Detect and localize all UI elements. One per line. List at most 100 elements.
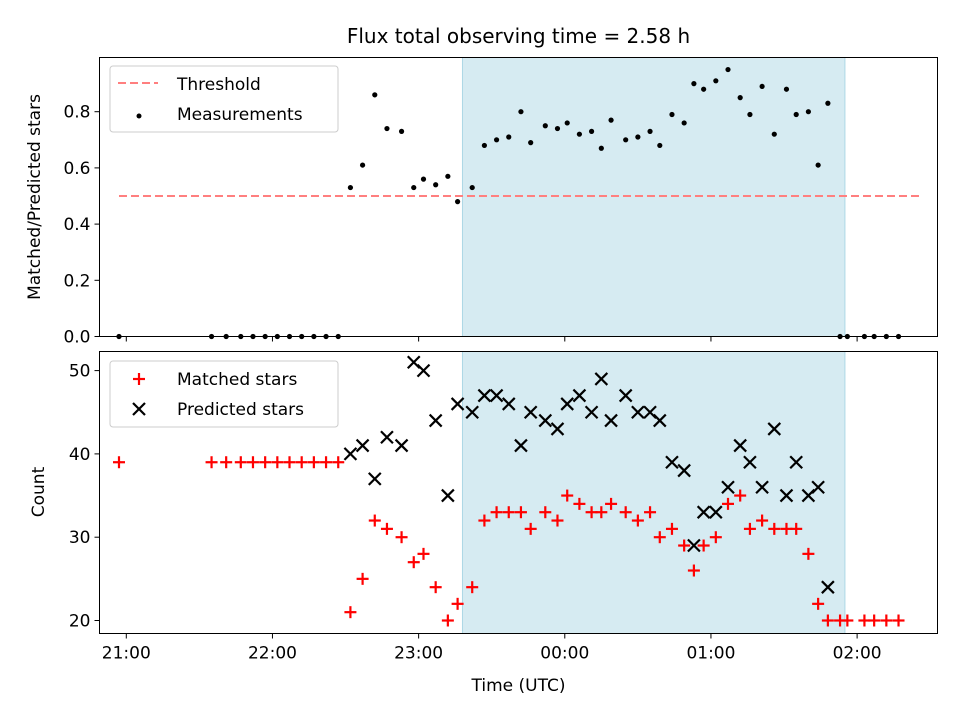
measurement-point [771,131,777,137]
matched-star-marker [756,514,769,527]
matched-star-marker [524,522,537,535]
measurement-point [506,134,512,140]
measurement-point [359,162,366,168]
legend-bottom: Matched stars Predicted stars [109,360,339,428]
predicted-star-marker [584,405,599,420]
predicted-star-marker [618,388,633,403]
measurement-point [815,162,821,168]
predicted-star-marker [721,480,735,494]
matched-star-marker [320,456,333,469]
matched-star-marker [868,614,881,627]
measurement-point [398,128,405,134]
matched-star-marker [561,489,574,502]
measurement-point [588,128,595,134]
matched-star-marker [220,456,233,469]
matched-star-marker [478,514,491,527]
matched-star-marker [490,506,503,519]
measurement-point [420,176,427,182]
measurement-point [701,86,707,92]
measurement-point [713,78,719,84]
predicted-star-marker [696,505,711,519]
x-tick-label: 21:00 [102,644,151,664]
predicted-star-marker [733,438,747,453]
measurement-point [372,92,378,98]
predicted-star-marker [665,455,679,470]
matched-star-marker [631,514,644,527]
measurement-point [469,184,475,191]
measurement-point [445,173,451,179]
matched-star-marker [812,597,825,610]
matched-star-marker [417,547,430,560]
matched-star-marker [734,489,747,502]
predicted-star-marker [811,480,825,494]
matched-star-marker [653,531,666,544]
matched-star-marker [441,614,454,627]
matched-star-marker [368,514,381,527]
predicted-star-marker [631,405,645,420]
y-tick-label-top: 0.4 [63,215,90,235]
matched-star-marker [573,497,586,510]
y-axis-label-top: Matched/Predicted stars [25,94,45,300]
measurement-point [657,142,663,149]
predicted-star-marker [560,397,574,411]
measurement-point [576,131,583,137]
matched-star-marker [539,506,552,519]
measurement-point [528,140,534,146]
y-tick-label-top: 0.0 [63,328,90,348]
matched-star-marker [665,522,678,535]
measurement-point [481,142,487,149]
measurement-point [433,182,439,188]
predicted-star-marker [514,438,528,453]
matched-star-marker [697,539,710,552]
measurement-point [647,128,653,134]
predicted-star-marker [743,455,757,470]
measurement-point [493,137,500,143]
predicted-star-marker [687,538,701,553]
legend-predicted-marker [132,402,146,416]
measurement-point [793,111,799,118]
measurement-point [725,66,731,73]
legend-measurements-marker [136,113,142,119]
matched-star-marker [687,564,700,577]
matched-star-marker [841,614,854,627]
predicted-star-marker [465,405,479,420]
matched-star-marker [802,547,815,560]
matched-star-marker [356,572,369,585]
measurement-point [518,109,524,115]
y-tick-label-bottom: 40 [69,445,91,465]
measurement-point [747,111,753,118]
measurement-point [347,184,354,191]
y-tick-label-bottom: 30 [69,528,91,548]
predicted-star-marker [572,388,587,403]
matched-star-marker [283,456,296,469]
measurement-point [669,111,675,118]
predicted-star-marker [441,488,455,503]
matched-star-marker [514,506,527,519]
legend-top: Threshold Measurements [109,65,339,133]
predicted-star-marker [416,363,431,378]
matched-star-marker [429,581,442,594]
matched-star-marker [344,606,357,619]
predicted-star-marker [677,463,691,478]
predicted-star-marker [709,505,723,519]
matched-star-marker [234,456,247,469]
x-axis-label: Time (UTC) [471,676,566,696]
predicted-star-marker [477,388,492,403]
predicted-star-marker [343,447,358,461]
matched-star-marker [295,456,308,469]
predicted-star-marker [789,455,803,470]
matched-star-marker [502,506,515,519]
predicted-star-marker [450,397,465,411]
predicted-star-marker [523,405,538,420]
x-tick-label: 00:00 [540,644,589,664]
predicted-star-marker [604,413,618,428]
measurement-point [681,120,687,126]
measurement-point [691,81,697,87]
matched-star-marker [451,597,464,610]
legend-measurements-label: Measurements [177,105,303,125]
measurement-point [759,83,765,90]
matched-star-marker [395,531,408,544]
matched-star-marker [407,556,420,569]
predicted-star-marker [653,413,667,428]
